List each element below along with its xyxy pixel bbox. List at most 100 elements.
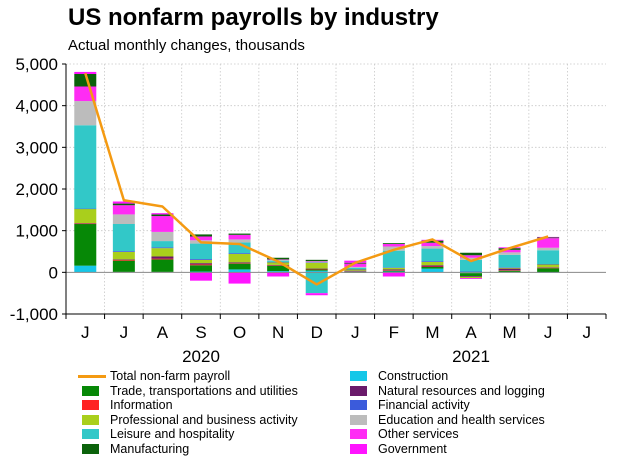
year-label: 2021 xyxy=(452,347,490,366)
bar-segment xyxy=(344,263,367,267)
bar-segment xyxy=(305,293,328,296)
legend-swatch xyxy=(350,414,367,425)
x-tick-label: D xyxy=(311,323,323,342)
bar-segment xyxy=(228,263,251,264)
legend-label: Construction xyxy=(378,369,449,383)
year-label: 2020 xyxy=(182,347,220,366)
bar-segment xyxy=(151,214,174,217)
bar-segment xyxy=(228,234,251,240)
y-tick-label: 5,000 xyxy=(15,55,58,74)
legend-item: Trade, transportations and utilities xyxy=(78,384,298,399)
bar-segment xyxy=(460,271,482,272)
legend-item: Total non-farm payroll xyxy=(78,369,298,384)
bar-segment xyxy=(228,269,251,273)
legend-line-swatch xyxy=(78,375,106,378)
legend-column-right: Construction Natural resources and loggin… xyxy=(346,369,545,457)
bar-segment xyxy=(74,71,97,74)
bar-segment xyxy=(344,269,367,270)
legend: Total non-farm payroll Trade, transportat… xyxy=(78,369,638,457)
bar-segment xyxy=(382,244,405,247)
bar-segment xyxy=(498,270,521,271)
bar-segment xyxy=(74,223,97,224)
bar-segment xyxy=(421,242,444,247)
legend-label: Financial activity xyxy=(378,398,470,413)
bar-segment xyxy=(460,257,482,260)
legend-label: Natural resources and logging xyxy=(378,383,545,398)
bar-segment xyxy=(267,265,290,266)
chart-title: US nonfarm payrolls by industry xyxy=(68,4,439,31)
bar-segment xyxy=(537,267,560,268)
bar-segment xyxy=(460,276,482,279)
bar-segment xyxy=(344,269,367,271)
legend-swatch xyxy=(82,400,99,411)
bar-segment xyxy=(190,259,212,264)
bar-segment xyxy=(112,201,135,204)
legend-swatch xyxy=(82,414,99,425)
bar-segment xyxy=(344,266,367,268)
bar-segment xyxy=(382,272,405,277)
bar-segment xyxy=(112,259,135,261)
bar-segment xyxy=(305,261,328,262)
chart-subtitle: Actual monthly changes, thousands xyxy=(68,37,305,54)
legend-item: Financial activity xyxy=(346,398,545,413)
legend-item: Other services xyxy=(346,427,545,442)
bar-segment xyxy=(460,259,482,272)
bar-segment xyxy=(190,265,212,272)
bar-segment xyxy=(344,267,367,269)
bar-segment xyxy=(267,264,290,266)
bar-segment xyxy=(382,269,405,271)
bar-segment xyxy=(498,270,521,272)
legend-label: Other services xyxy=(378,427,459,442)
bar-segment xyxy=(74,208,97,210)
legend-item: Professional and business activity xyxy=(78,413,298,428)
legend-item: Education and health services xyxy=(346,413,545,428)
legend-swatch xyxy=(82,385,99,396)
bar-segment xyxy=(151,259,174,272)
bar-segment xyxy=(190,264,212,266)
bar-segment xyxy=(344,270,367,272)
bar-segment xyxy=(228,262,251,264)
x-tick-label: J xyxy=(582,323,591,342)
x-tick-label: J xyxy=(351,323,360,342)
legend-swatch xyxy=(350,429,367,440)
bar-segment xyxy=(382,270,405,271)
bar-segment xyxy=(305,269,328,271)
gridlines xyxy=(66,63,606,315)
legend-swatch xyxy=(350,385,367,396)
bar-segment xyxy=(112,260,135,272)
y-tick-label: 2,000 xyxy=(15,180,58,199)
legend-label: Professional and business activity xyxy=(110,412,298,427)
bar-segment xyxy=(421,240,444,243)
bar-segment xyxy=(421,246,444,249)
bar-segment xyxy=(74,224,97,266)
bar-segment xyxy=(74,74,97,87)
bar-segment xyxy=(228,253,251,254)
x-tick-label: S xyxy=(195,323,206,342)
legend-swatch xyxy=(82,429,99,440)
bar-segment xyxy=(151,241,174,248)
legend-item: Construction xyxy=(346,369,545,384)
legend-column-left: Total non-farm payroll Trade, transportat… xyxy=(78,369,298,457)
x-tick-label: N xyxy=(272,323,284,342)
axes: -1,000 0 1,000 2,000 3,000 4,000 5,000 J J A S O N D J… xyxy=(10,55,607,366)
x-tick-label: A xyxy=(465,323,477,342)
bar-segment xyxy=(498,254,521,268)
bar-segment xyxy=(537,267,560,269)
legend-swatch xyxy=(82,443,99,454)
bar-segment xyxy=(421,266,444,269)
bar-segment xyxy=(74,101,97,126)
bar-segment xyxy=(112,251,135,252)
bar-segment xyxy=(228,263,251,270)
bar-segment xyxy=(498,252,521,255)
bar-segment xyxy=(228,254,251,263)
bar-segment xyxy=(112,203,135,206)
bar-segment xyxy=(267,259,290,260)
x-tick-label: O xyxy=(233,323,246,342)
bar-segment xyxy=(460,278,482,279)
bar-segment xyxy=(112,251,135,260)
bar-segment xyxy=(74,223,97,225)
bar-segment xyxy=(537,264,560,268)
bar-segment xyxy=(267,271,290,273)
y-tick-label: 0 xyxy=(49,263,58,282)
